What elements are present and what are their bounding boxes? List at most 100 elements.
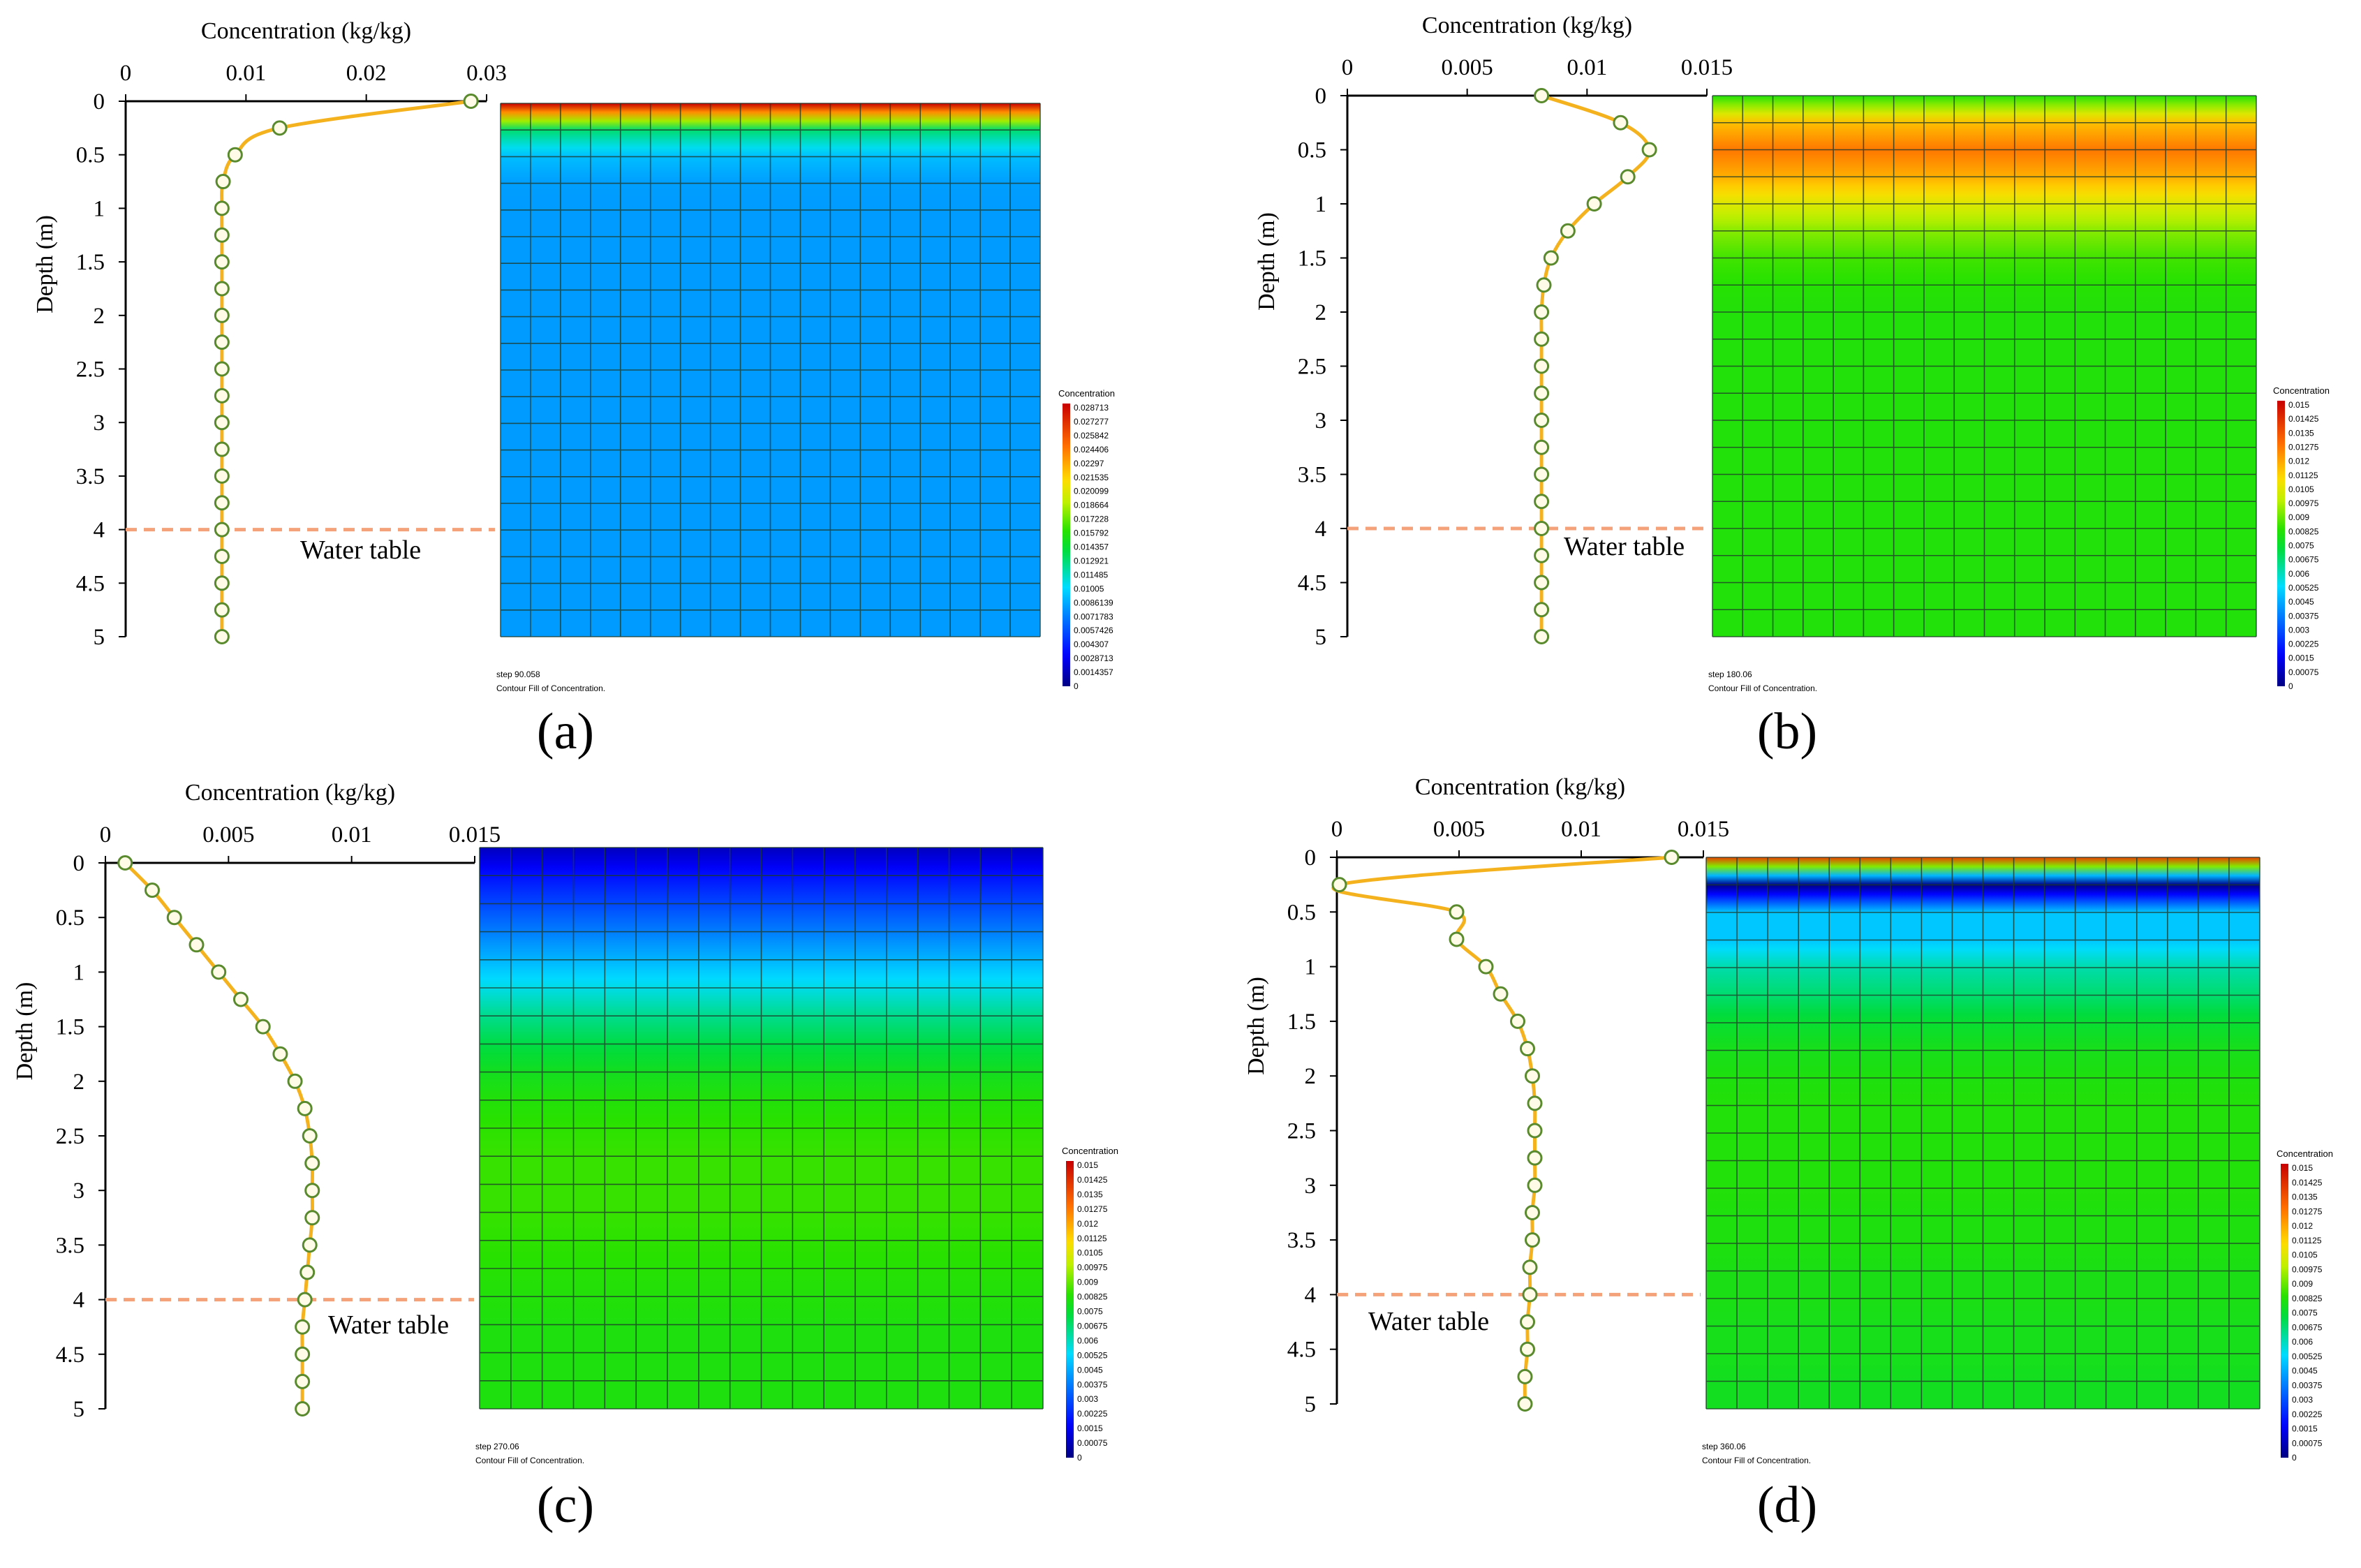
colorbar-label: 0.00975 bbox=[1077, 1263, 1108, 1273]
data-point bbox=[1527, 1150, 1543, 1166]
y-tick-label: 0 bbox=[1315, 84, 1327, 109]
data-point bbox=[214, 441, 230, 457]
colorbar-label: 0.00825 bbox=[2292, 1294, 2323, 1303]
data-point bbox=[227, 147, 243, 163]
colorbar-label: 0.01275 bbox=[1077, 1204, 1108, 1214]
colorbar-label: 0.020099 bbox=[1074, 487, 1109, 496]
data-point bbox=[1586, 196, 1602, 212]
data-point bbox=[1527, 1177, 1543, 1193]
y-tick-label: 0.5 bbox=[1298, 138, 1326, 163]
data-point bbox=[214, 522, 230, 538]
contour-caption: Contour Fill of Concentration. bbox=[1702, 1456, 1811, 1465]
x-axis-title: Concentration (kg/kg) bbox=[1415, 774, 1625, 800]
data-point bbox=[214, 334, 230, 350]
colorbar-label: 0.015 bbox=[2292, 1163, 2313, 1173]
colorbar-label: 0.00225 bbox=[2292, 1410, 2323, 1419]
data-point bbox=[1449, 904, 1465, 920]
y-tick-label: 3.5 bbox=[1287, 1228, 1316, 1253]
colorbar-label: 0.015 bbox=[1077, 1160, 1098, 1170]
data-point bbox=[1620, 169, 1636, 185]
data-point bbox=[166, 910, 182, 926]
data-point bbox=[295, 1401, 311, 1417]
panel-label: (b) bbox=[1757, 703, 1817, 760]
data-point bbox=[214, 548, 230, 564]
colorbar-label: 0.00075 bbox=[1077, 1438, 1108, 1448]
x-tick-label: 0 bbox=[120, 61, 132, 86]
data-point bbox=[117, 855, 133, 871]
y-tick-label: 0 bbox=[1305, 845, 1317, 871]
colorbar-label: 0 bbox=[2292, 1453, 2297, 1463]
y-tick-label: 2 bbox=[94, 304, 105, 329]
data-point bbox=[1525, 1068, 1540, 1084]
y-tick-label: 1.5 bbox=[1287, 1009, 1316, 1035]
data-point bbox=[297, 1292, 313, 1308]
y-tick-label: 2.5 bbox=[1287, 1119, 1316, 1144]
data-point bbox=[1522, 1287, 1538, 1303]
colorbar-label: 0.0015 bbox=[2292, 1424, 2318, 1434]
colorbar-label: 0.0135 bbox=[1077, 1190, 1103, 1199]
colorbar-label: 0.003 bbox=[1077, 1394, 1098, 1404]
colorbar-label: 0.028713 bbox=[1074, 403, 1109, 413]
data-point bbox=[211, 964, 227, 980]
colorbar-label: 0.006 bbox=[1077, 1336, 1098, 1345]
data-point bbox=[302, 1128, 318, 1144]
y-tick-label: 1 bbox=[94, 196, 105, 221]
data-point bbox=[1534, 385, 1550, 401]
y-axis-title: Depth (m) bbox=[1243, 977, 1269, 1075]
water-table-label: Water table bbox=[1564, 532, 1685, 561]
y-tick-label: 4.5 bbox=[76, 571, 105, 596]
data-point bbox=[1510, 1013, 1525, 1029]
colorbar-label: 0 bbox=[1074, 681, 1079, 691]
contour-caption: Contour Fill of Concentration. bbox=[496, 683, 605, 693]
colorbar-label: 0.00975 bbox=[2292, 1264, 2323, 1274]
y-tick-label: 3.5 bbox=[1298, 463, 1326, 488]
x-tick-label: 0.01 bbox=[1567, 55, 1607, 80]
colorbar-label: 0.00675 bbox=[1077, 1321, 1108, 1331]
colorbar-bar bbox=[2281, 1164, 2288, 1458]
x-tick-label: 0.01 bbox=[332, 822, 372, 848]
colorbar-label: 0.0105 bbox=[1077, 1248, 1103, 1258]
colorbar-label: 0.012 bbox=[1077, 1219, 1098, 1229]
data-point bbox=[188, 937, 205, 953]
colorbar-bar bbox=[1063, 404, 1070, 686]
colorbar-label: 0.0135 bbox=[2292, 1192, 2318, 1202]
colorbar-label: 0.00525 bbox=[2288, 583, 2319, 593]
colorbar-label: 0.0071783 bbox=[1074, 612, 1113, 621]
data-point bbox=[1534, 331, 1550, 347]
data-point bbox=[1534, 547, 1550, 563]
data-point bbox=[214, 361, 230, 377]
data-point bbox=[272, 120, 288, 136]
data-point bbox=[1536, 277, 1552, 293]
colorbar-label: 0.017228 bbox=[1074, 515, 1109, 524]
data-point bbox=[1543, 250, 1559, 266]
x-tick-label: 0.015 bbox=[449, 822, 501, 848]
data-point bbox=[1517, 1368, 1533, 1384]
colorbar-label: 0.0105 bbox=[2288, 485, 2314, 494]
data-point bbox=[304, 1155, 320, 1171]
colorbar: Concentration 0.015 0.01425 0.0135 0.01275 0.… bbox=[2277, 1148, 2333, 1463]
y-tick-label: 3 bbox=[94, 411, 105, 436]
y-tick-label: 4 bbox=[73, 1288, 85, 1313]
colorbar-label: 0.01125 bbox=[2292, 1236, 2322, 1245]
mesh-grid bbox=[479, 847, 1044, 1410]
colorbar-label: 0.01425 bbox=[1077, 1175, 1108, 1185]
data-point bbox=[1449, 931, 1465, 947]
x-tick-label: 0 bbox=[100, 822, 112, 848]
colorbar-label: 0.003 bbox=[2292, 1395, 2313, 1405]
y-tick-label: 2.5 bbox=[56, 1124, 84, 1149]
colorbar-label: 0 bbox=[1077, 1453, 1082, 1463]
data-point bbox=[1520, 1041, 1535, 1057]
data-point bbox=[214, 387, 230, 404]
x-tick-label: 0.015 bbox=[1681, 55, 1733, 80]
data-point bbox=[304, 1183, 320, 1199]
colorbar-label: 0.004307 bbox=[1074, 639, 1109, 649]
colorbar-label: 0.00825 bbox=[1077, 1292, 1108, 1302]
panel-label: (c) bbox=[537, 1477, 594, 1534]
y-tick-label: 1 bbox=[1315, 192, 1327, 217]
data-point bbox=[304, 1210, 320, 1226]
data-point bbox=[297, 1100, 313, 1116]
colorbar-bar bbox=[2277, 401, 2285, 686]
colorbar-label: 0.006 bbox=[2288, 569, 2309, 579]
y-tick-label: 0 bbox=[73, 851, 85, 876]
data-point bbox=[1534, 629, 1550, 644]
